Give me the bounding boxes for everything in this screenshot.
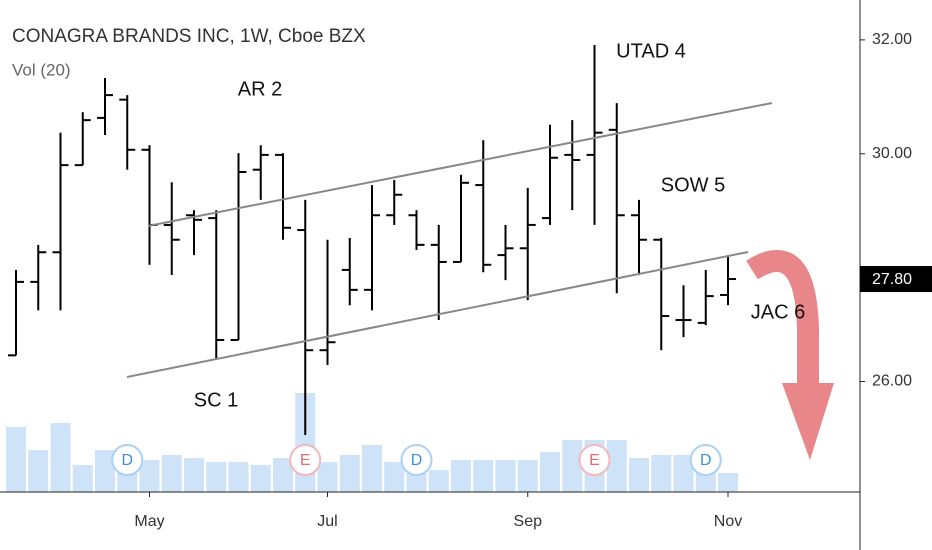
- volume-bar: [273, 458, 293, 492]
- event-marker: [289, 444, 322, 476]
- y-tick-label: 32.00: [872, 31, 912, 48]
- price-pane: [8, 44, 736, 436]
- channel-upper: [147, 102, 773, 227]
- annotation: SC 1: [194, 389, 238, 411]
- x-tick-label: May: [134, 513, 164, 530]
- arrow-head: [782, 383, 834, 460]
- volume-bar: [206, 462, 227, 492]
- event-marker: [578, 444, 611, 476]
- volume-bar: [473, 460, 494, 492]
- volume-bar: [184, 458, 204, 492]
- event-label: D: [700, 452, 712, 469]
- event-marker: [400, 444, 433, 476]
- volume-bar: [384, 462, 405, 492]
- event-marker: [689, 444, 722, 476]
- volume-bar: [139, 460, 160, 492]
- volume-bar: [606, 440, 627, 492]
- annotation: UTAD 4: [616, 40, 686, 62]
- x-tick-label: Nov: [714, 513, 742, 530]
- annotation: SOW 5: [661, 174, 725, 196]
- price-marker-label: 27.80: [872, 271, 912, 288]
- y-tick-label: 30.00: [872, 145, 912, 162]
- volume-bar: [517, 460, 538, 492]
- volume-bar: [72, 465, 93, 492]
- volume-bar: [161, 455, 182, 492]
- volume-bar: [95, 450, 115, 492]
- volume-bar: [28, 450, 49, 492]
- volume-bar: [6, 427, 26, 492]
- arrow-body: [746, 250, 819, 385]
- event-label: E: [300, 452, 311, 469]
- event-label: E: [589, 452, 600, 469]
- annotation: AR 2: [238, 78, 282, 100]
- volume-bar: [50, 423, 71, 492]
- chart-subtitle: Vol (20): [12, 60, 71, 79]
- event-marker: [111, 444, 144, 476]
- chart-title: CONAGRA BRANDS INC, 1W, Cboe BZX: [12, 26, 366, 47]
- volume-bar: [228, 462, 249, 492]
- volume-bar: [562, 440, 583, 492]
- volume-bar: [495, 460, 516, 492]
- volume-bar: [651, 455, 672, 492]
- x-tick-label: Sep: [514, 513, 543, 530]
- volume-bar: [339, 455, 360, 492]
- volume-bar: [451, 460, 471, 492]
- volume-bar: [718, 473, 738, 492]
- volume-bar: [629, 458, 649, 492]
- event-label: D: [411, 452, 423, 469]
- event-label: D: [121, 452, 133, 469]
- y-tick-label: 26.00: [872, 373, 912, 390]
- volume-bar: [250, 465, 271, 492]
- volume-bar: [362, 445, 382, 492]
- channel-lower: [126, 251, 749, 378]
- volume-bar: [540, 452, 560, 492]
- volume-bar: [317, 462, 338, 492]
- price-marker-box: [860, 266, 932, 293]
- volume-bar: [428, 470, 449, 492]
- x-tick-label: Jul: [317, 513, 337, 530]
- annotation: JAC 6: [751, 301, 805, 323]
- volume-bar: [673, 455, 694, 492]
